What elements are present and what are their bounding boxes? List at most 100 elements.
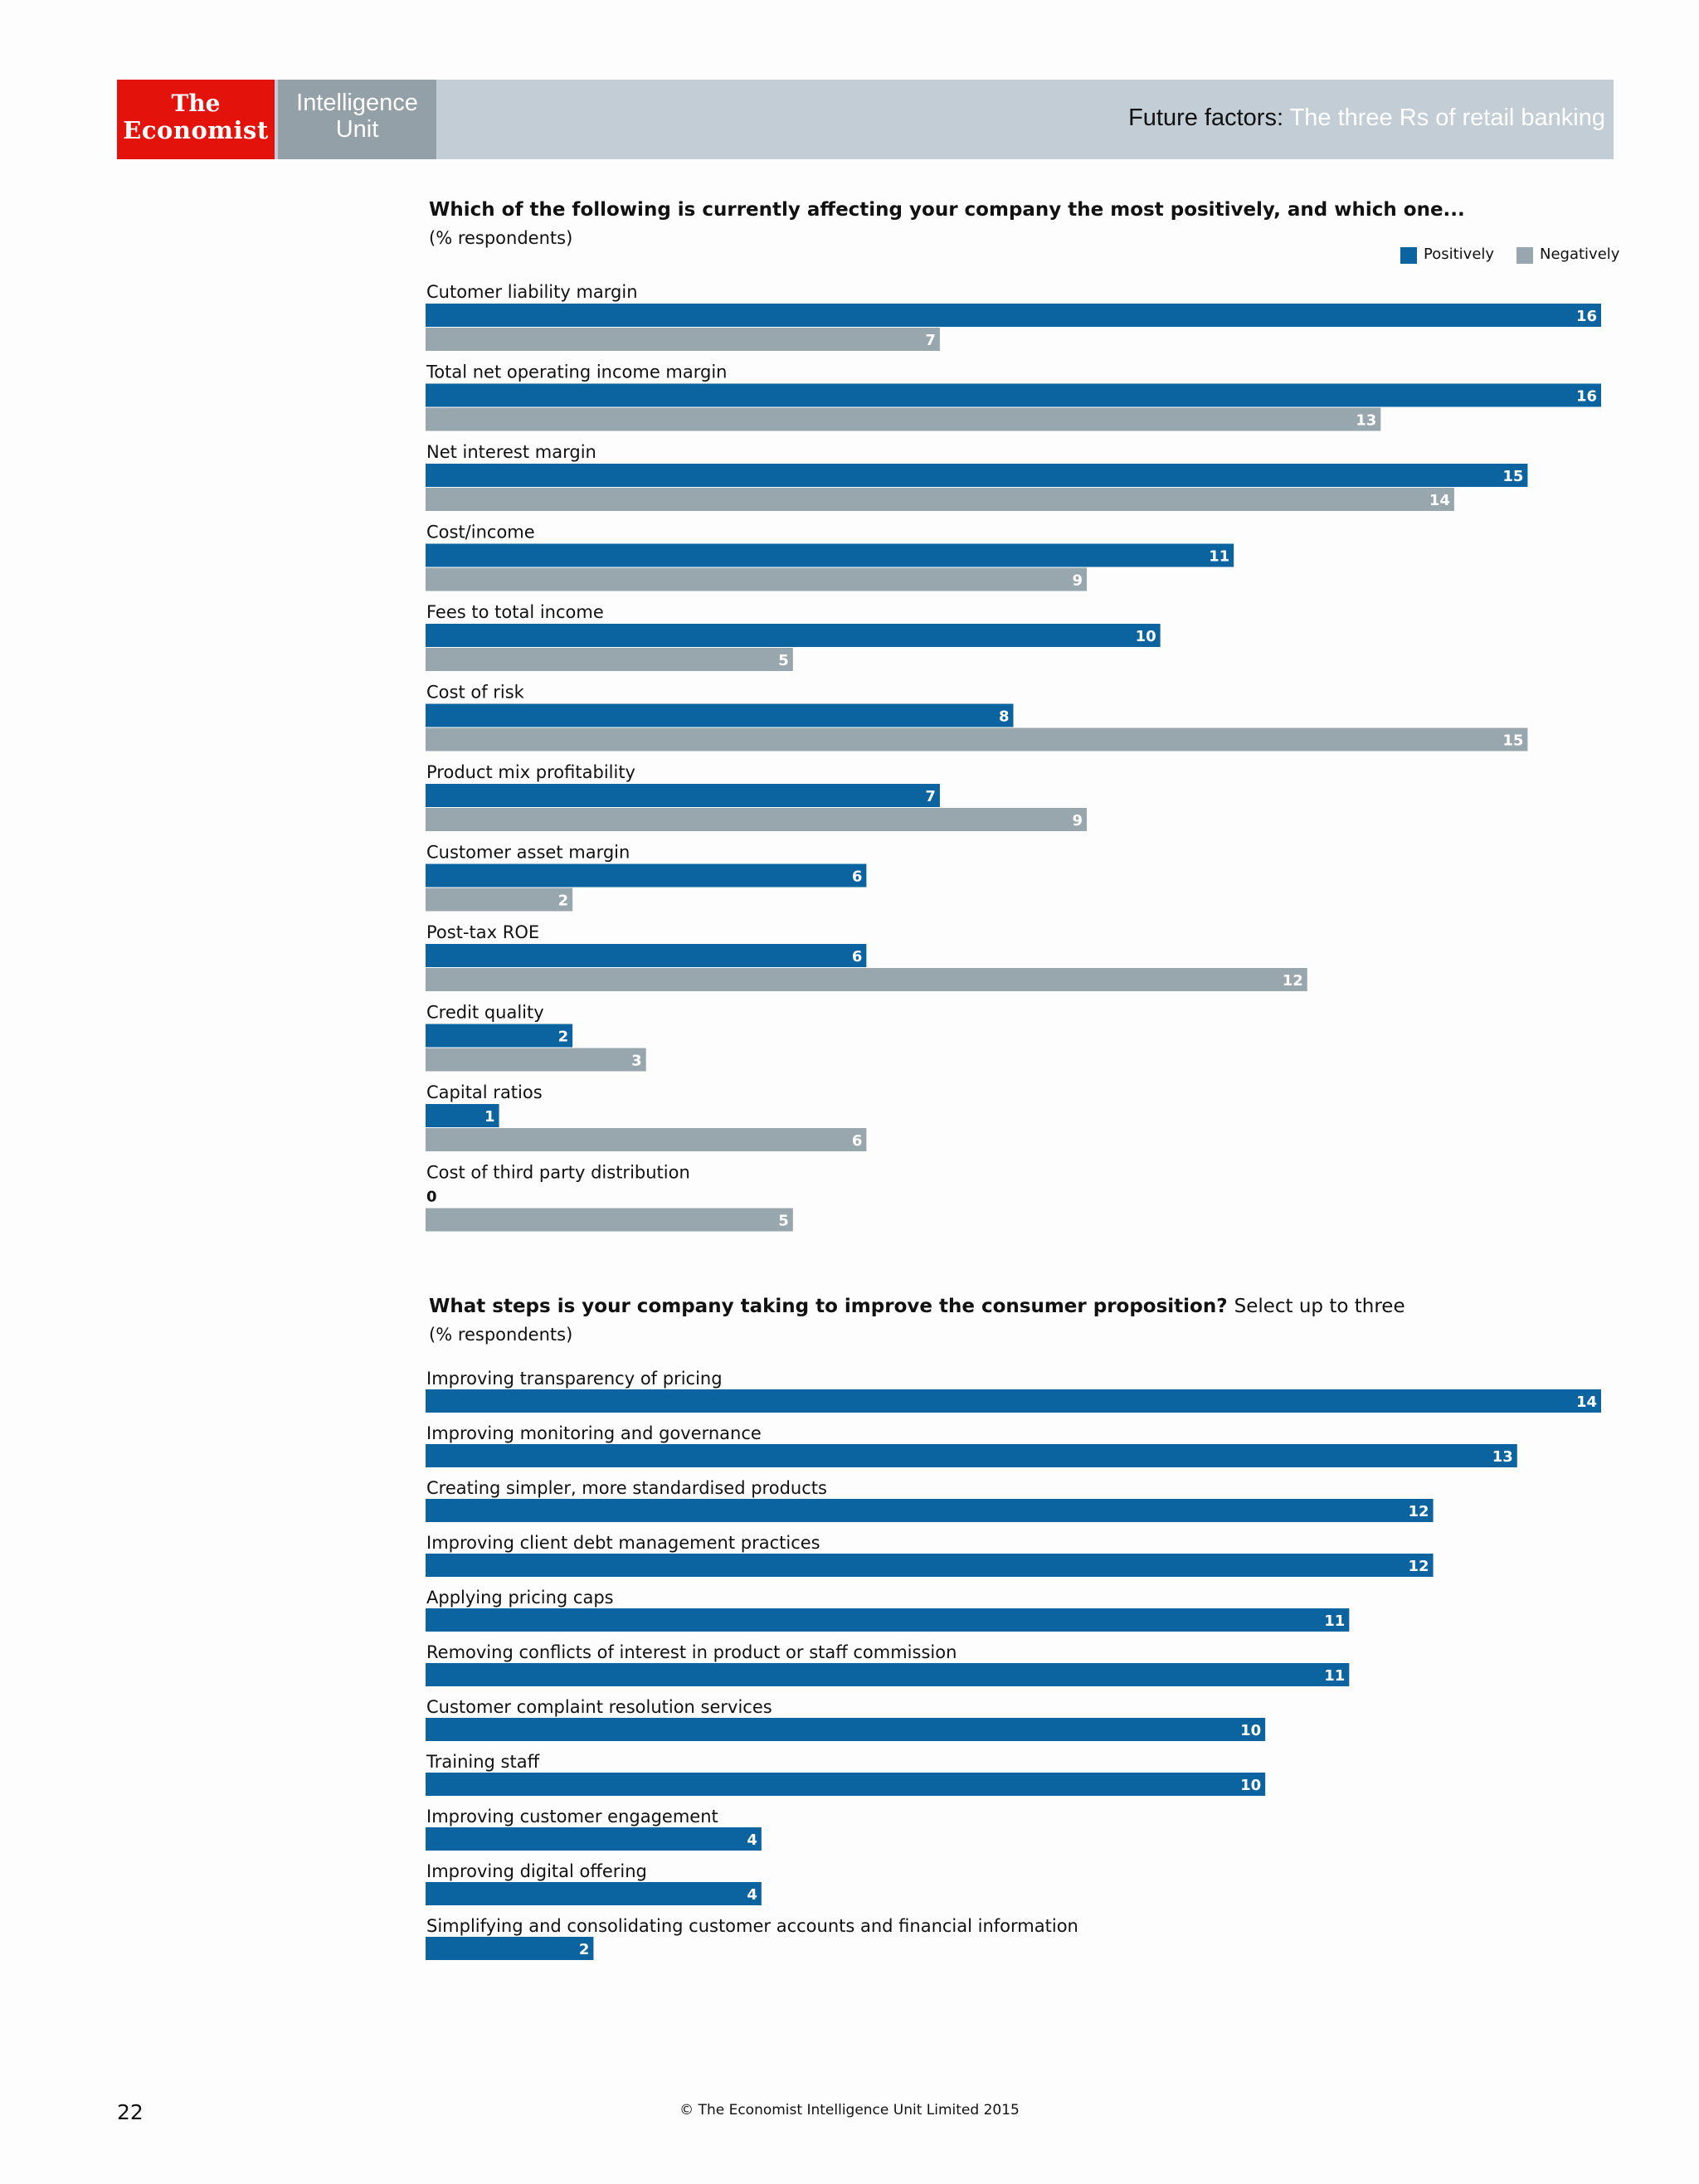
category-label-training-staff: Training staff bbox=[426, 1752, 540, 1772]
category-label-total-net-operating-income-margin: Total net operating income margin bbox=[426, 362, 728, 382]
category-label-applying-pricing-caps: Applying pricing caps bbox=[426, 1588, 614, 1608]
category-label-removing-conflicts-of-interest-in-product-or-staff-commission: Removing conflicts of interest in produc… bbox=[426, 1642, 957, 1662]
category-label-improving-transparency-of-pricing: Improving transparency of pricing bbox=[426, 1369, 723, 1389]
bar-negatively-cutomer-liability-margin bbox=[426, 328, 940, 351]
chart2-title-note: Select up to three bbox=[1234, 1296, 1405, 1317]
unit-line-1: Intelligence bbox=[296, 90, 418, 116]
value-label-applying-pricing-caps: 11 bbox=[1324, 1612, 1345, 1630]
value-label-negatively-capital-ratios: 6 bbox=[852, 1132, 863, 1150]
bar-positively-product-mix-profitability bbox=[426, 784, 940, 807]
bar-negatively-credit-quality bbox=[426, 1048, 646, 1072]
bar-removing-conflicts-of-interest-in-product-or-staff-commission bbox=[426, 1663, 1350, 1686]
value-label-negatively-cost-income: 9 bbox=[1073, 572, 1083, 590]
value-label-negatively-cost-of-risk: 15 bbox=[1502, 732, 1523, 750]
category-label-cost-of-risk: Cost of risk bbox=[426, 683, 525, 703]
value-label-negatively-fees-to-total-income: 5 bbox=[778, 652, 789, 669]
value-label-customer-complaint-resolution-services: 10 bbox=[1240, 1722, 1261, 1739]
value-label-negatively-product-mix-profitability: 9 bbox=[1073, 812, 1083, 829]
bar-negatively-capital-ratios bbox=[426, 1128, 867, 1151]
value-label-simplifying-and-consolidating-customer-accounts-and-financial-information: 2 bbox=[579, 1941, 590, 1958]
report-title: Future factors: The three Rs of retail b… bbox=[1128, 105, 1605, 132]
value-label-creating-simpler-more-standardised-products: 12 bbox=[1409, 1503, 1429, 1520]
bar-simplifying-and-consolidating-customer-accounts-and-financial-information bbox=[426, 1937, 594, 1960]
chart1-title: Which of the following is currently affe… bbox=[429, 199, 1465, 221]
category-label-improving-monitoring-and-governance: Improving monitoring and governance bbox=[426, 1423, 762, 1443]
category-label-credit-quality: Credit quality bbox=[426, 1003, 544, 1023]
value-label-negatively-customer-asset-margin: 2 bbox=[558, 893, 569, 910]
economist-logo: The Economist bbox=[117, 80, 275, 159]
category-label-creating-simpler-more-standardised-products: Creating simpler, more standardised prod… bbox=[426, 1478, 827, 1498]
bar-negatively-net-interest-margin bbox=[426, 488, 1454, 511]
value-label-positively-fees-to-total-income: 10 bbox=[1136, 628, 1156, 645]
bar-positively-customer-asset-margin bbox=[426, 863, 867, 888]
category-label-cutomer-liability-margin: Cutomer liability margin bbox=[426, 282, 638, 302]
value-label-negatively-credit-quality: 3 bbox=[631, 1053, 642, 1070]
value-label-improving-client-debt-management-practices: 12 bbox=[1409, 1558, 1429, 1575]
category-label-cost-income: Cost/income bbox=[426, 523, 535, 542]
bar-customer-complaint-resolution-services bbox=[426, 1718, 1266, 1741]
category-label-customer-complaint-resolution-services: Customer complaint resolution services bbox=[426, 1697, 772, 1717]
bar-improving-customer-engagement bbox=[426, 1827, 762, 1851]
value-label-positively-total-net-operating-income-margin: 16 bbox=[1576, 388, 1597, 406]
value-label-positively-credit-quality: 2 bbox=[558, 1029, 569, 1046]
value-label-improving-transparency-of-pricing: 14 bbox=[1576, 1394, 1597, 1411]
bar-negatively-total-net-operating-income-margin bbox=[426, 407, 1381, 431]
value-label-training-staff: 10 bbox=[1240, 1777, 1261, 1794]
value-label-improving-monitoring-and-governance: 13 bbox=[1492, 1448, 1513, 1466]
copyright-notice: © The Economist Intelligence Unit Limite… bbox=[679, 2102, 1020, 2118]
bar-improving-digital-offering bbox=[426, 1882, 762, 1905]
bar-positively-cutomer-liability-margin bbox=[426, 304, 1601, 327]
value-label-improving-customer-engagement: 4 bbox=[747, 1831, 757, 1849]
chart2-title-main: What steps is your company taking to imp… bbox=[429, 1296, 1228, 1317]
legend-label-positively: Positively bbox=[1424, 246, 1495, 263]
category-label-simplifying-and-consolidating-customer-accounts-and-financial-information: Simplifying and consolidating customer a… bbox=[426, 1916, 1078, 1936]
bar-negatively-fees-to-total-income bbox=[426, 648, 793, 671]
value-label-improving-digital-offering: 4 bbox=[747, 1886, 757, 1904]
category-label-net-interest-margin: Net interest margin bbox=[426, 442, 596, 462]
category-label-product-mix-profitability: Product mix profitability bbox=[426, 762, 635, 782]
category-label-improving-client-debt-management-practices: Improving client debt management practic… bbox=[426, 1533, 820, 1553]
chart2-title: What steps is your company taking to imp… bbox=[429, 1296, 1405, 1317]
value-label-negatively-cutomer-liability-margin: 7 bbox=[925, 332, 936, 349]
category-label-customer-asset-margin: Customer asset margin bbox=[426, 843, 630, 863]
legend-swatch-positively bbox=[1400, 247, 1417, 264]
legend-label-negatively: Negatively bbox=[1540, 246, 1620, 263]
bar-improving-client-debt-management-practices bbox=[426, 1554, 1434, 1577]
chart1-subtitle: (% respondents) bbox=[429, 228, 573, 248]
chart2-subtitle: (% respondents) bbox=[429, 1325, 573, 1345]
value-label-positively-cost-of-risk: 8 bbox=[999, 708, 1010, 726]
category-label-improving-digital-offering: Improving digital offering bbox=[426, 1861, 647, 1881]
report-title-suffix: The three Rs of retail banking bbox=[1289, 105, 1605, 131]
value-label-positively-post-tax-roe: 6 bbox=[852, 948, 863, 966]
bar-negatively-cost-of-risk bbox=[426, 727, 1528, 752]
unit-line-2: Unit bbox=[335, 116, 379, 143]
value-label-positively-net-interest-margin: 15 bbox=[1502, 468, 1523, 485]
bar-applying-pricing-caps bbox=[426, 1608, 1350, 1632]
value-label-negatively-cost-of-third-party-distribution: 5 bbox=[778, 1213, 789, 1230]
bar-positively-net-interest-margin bbox=[426, 464, 1528, 487]
bar-negatively-post-tax-roe bbox=[426, 968, 1307, 991]
bar-creating-simpler-more-standardised-products bbox=[426, 1499, 1434, 1522]
page-number: 22 bbox=[117, 2100, 144, 2124]
bar-negatively-product-mix-profitability bbox=[426, 808, 1088, 831]
value-label-positively-product-mix-profitability: 7 bbox=[925, 788, 936, 805]
value-label-negatively-net-interest-margin: 14 bbox=[1429, 492, 1450, 509]
bar-negatively-cost-income bbox=[426, 567, 1088, 591]
value-label-negatively-total-net-operating-income-margin: 13 bbox=[1356, 412, 1376, 430]
category-label-capital-ratios: Capital ratios bbox=[426, 1082, 543, 1102]
intelligence-unit-logo: Intelligence Unit bbox=[278, 80, 436, 159]
value-label-positively-customer-asset-margin: 6 bbox=[852, 868, 863, 886]
bar-positively-cost-of-risk bbox=[426, 703, 1014, 727]
value-label-positively-cutomer-liability-margin: 16 bbox=[1576, 308, 1597, 325]
legend-swatch-negatively bbox=[1516, 247, 1533, 264]
bar-positively-capital-ratios bbox=[426, 1104, 499, 1127]
value-label-positively-capital-ratios: 1 bbox=[484, 1108, 495, 1126]
report-header: The Economist Intelligence Unit Future f… bbox=[117, 80, 1614, 159]
bar-negatively-cost-of-third-party-distribution bbox=[426, 1208, 793, 1232]
bar-improving-transparency-of-pricing bbox=[426, 1389, 1601, 1413]
bar-positively-credit-quality bbox=[426, 1024, 573, 1048]
bar-training-staff bbox=[426, 1773, 1266, 1796]
logo-line-2: Economist bbox=[123, 116, 269, 144]
